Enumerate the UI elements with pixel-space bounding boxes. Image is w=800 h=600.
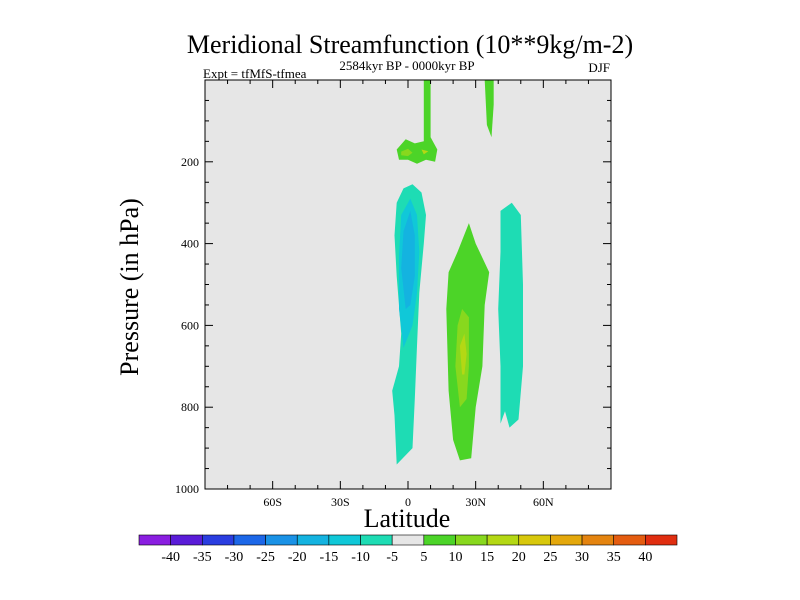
- contour-regions: [392, 80, 523, 465]
- left-subtitle: Expt = tfMfS-tfmea: [203, 66, 307, 81]
- colorbar-swatch: [486, 534, 520, 546]
- colorbar-swatch: [423, 534, 456, 546]
- colorbar-swatch: [201, 534, 235, 546]
- contour-nh-negative-cell: [498, 202, 523, 428]
- colorbar-label: 15: [480, 550, 494, 565]
- y-axis-title: Pressure (in hPa): [115, 198, 144, 376]
- colorbar-swatch: [613, 534, 646, 546]
- colorbar-swatch: [328, 534, 361, 546]
- colorbar-label: -10: [351, 550, 370, 565]
- contour-equatorial-updraft-core-right: [421, 149, 429, 155]
- colorbar-swatch: [518, 534, 551, 546]
- colorbar-swatch: [455, 534, 488, 546]
- colorbar-swatch: [296, 534, 330, 546]
- contour-upper-nh-positive-strip: [484, 80, 494, 138]
- colorbar-label: -35: [193, 550, 212, 565]
- contour-tropical-negative-core-inner: [401, 210, 415, 309]
- right-subtitle: DJF: [588, 60, 610, 75]
- y-tick-label: 600: [181, 318, 199, 332]
- y-tick-label: 400: [181, 237, 199, 251]
- colorbar-label: -15: [320, 550, 339, 565]
- colorbar-label: -40: [161, 550, 180, 565]
- colorbar-label: -5: [386, 550, 398, 565]
- contour-equatorial-updraft: [396, 80, 438, 164]
- colorbar-swatch: [233, 534, 266, 546]
- axis-ticks: 60S 30S 0 30N 60N 200 400 600 800 1000: [175, 80, 611, 509]
- colorbar-swatch: [391, 534, 425, 546]
- colorbar-swatch: [581, 534, 615, 546]
- colorbar-label: 30: [575, 550, 589, 565]
- colorbar-label: -20: [288, 550, 307, 565]
- colorbar-label: 25: [543, 550, 557, 565]
- center-subtitle: 2584kyr BP - 0000kyr BP: [339, 58, 474, 73]
- x-tick-label: 30N: [465, 495, 486, 509]
- colorbar-label: 35: [607, 550, 621, 565]
- chart-title: Meridional Streamfunction (10**9kg/m-2): [187, 30, 633, 59]
- colorbar-swatch: [138, 534, 171, 546]
- y-tick-label: 800: [181, 400, 199, 414]
- x-tick-label: 30S: [331, 495, 350, 509]
- x-tick-label: 60S: [263, 495, 282, 509]
- contour-nh-positive-inner: [459, 333, 467, 375]
- contour-equatorial-updraft-core-left: [401, 148, 413, 157]
- y-tick-label: 1000: [175, 482, 199, 496]
- colorbar-label: 5: [420, 550, 427, 565]
- colorbar: -40 -35 -30 -25 -20 -15 -10 -5 5 10 15 20 25 30 35 40: [138, 534, 678, 565]
- colorbar-swatch: [265, 534, 298, 546]
- colorbar-label: -30: [225, 550, 244, 565]
- colorbar-swatch: [550, 534, 583, 546]
- colorbar-swatch: [360, 534, 393, 546]
- colorbar-label: 10: [448, 550, 462, 565]
- colorbar-label: 40: [638, 550, 652, 565]
- colorbar-label: 20: [512, 550, 526, 565]
- x-tick-label: 60N: [533, 495, 554, 509]
- y-tick-label: 200: [181, 155, 199, 169]
- colorbar-label: -25: [256, 550, 275, 565]
- x-tick-label: 0: [405, 495, 411, 509]
- colorbar-swatch: [645, 534, 678, 546]
- x-axis-title: Latitude: [364, 504, 451, 533]
- colorbar-swatch: [170, 534, 203, 546]
